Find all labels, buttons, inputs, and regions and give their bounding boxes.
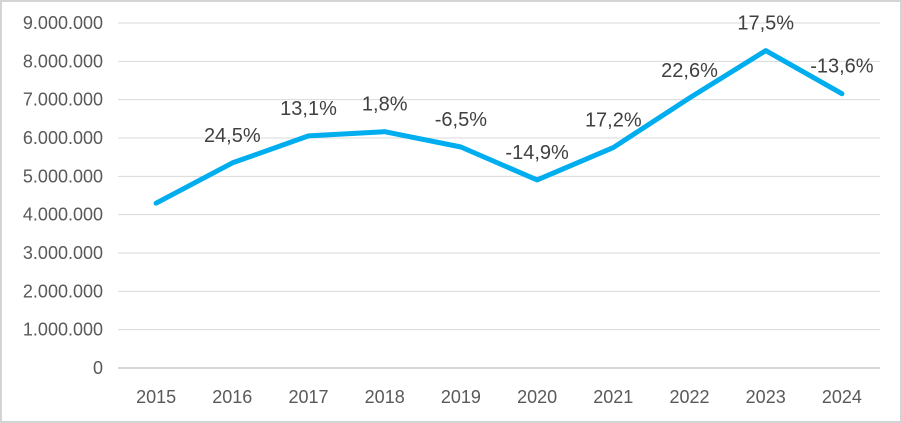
data-label: 13,1%	[280, 98, 337, 120]
x-axis-label: 2021	[593, 387, 633, 407]
y-tick-label: 7.000.000	[23, 90, 103, 110]
y-tick-label: 8.000.000	[23, 51, 103, 71]
y-tick-label: 9.000.000	[23, 13, 103, 33]
data-label: 1,8%	[362, 94, 408, 116]
series-line	[153, 48, 845, 206]
y-tick-label: 4.000.000	[23, 205, 103, 225]
y-tick-label: 6.000.000	[23, 128, 103, 148]
x-axis-label: 2023	[746, 387, 786, 407]
y-tick-label: 0	[93, 358, 103, 378]
x-axis-label: 2016	[212, 387, 252, 407]
y-tick-label: 3.000.000	[23, 243, 103, 263]
data-label: -13,6%	[810, 56, 874, 78]
data-label: 17,2%	[585, 110, 642, 132]
x-axis-label: 2017	[288, 387, 328, 407]
y-tick-label: 1.000.000	[23, 320, 103, 340]
data-label: 22,6%	[661, 60, 718, 82]
data-label: 24,5%	[204, 125, 261, 147]
x-axis-label: 2020	[517, 387, 557, 407]
x-axis-label: 2015	[136, 387, 176, 407]
x-axis-label: 2024	[822, 387, 862, 407]
y-tick-label: 2.000.000	[23, 281, 103, 301]
data-label: -6,5%	[435, 109, 487, 131]
x-axis-label: 2018	[365, 387, 405, 407]
x-axis-label: 2019	[441, 387, 481, 407]
data-label: -14,9%	[505, 142, 569, 164]
x-axis-label: 2022	[669, 387, 709, 407]
y-tick-label: 5.000.000	[23, 166, 103, 186]
data-label: 17,5%	[737, 13, 794, 35]
